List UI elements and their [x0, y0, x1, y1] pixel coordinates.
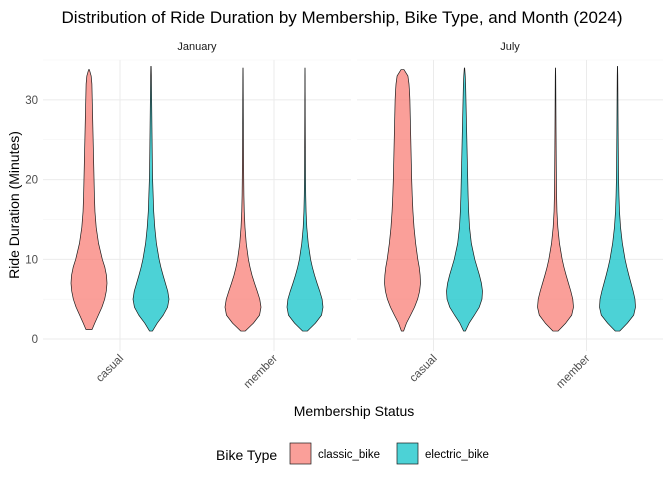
violin-july-casual-electric_bike	[446, 67, 483, 332]
legend-label-electric_bike: electric_bike	[425, 449, 489, 461]
y-tick-label: 30	[25, 95, 38, 107]
violin-january-member-classic_bike	[224, 67, 262, 332]
y-axis-title: Ride Duration (Minutes)	[6, 131, 22, 279]
facet-panel-july: July casual member	[357, 41, 663, 391]
legend-title: Bike Type	[216, 447, 277, 463]
violin-july-member-classic_bike	[537, 67, 574, 332]
facet-label-january: January	[177, 41, 217, 53]
legend-label-classic_bike: classic_bike	[318, 449, 380, 461]
violin-january-member-electric_bike	[286, 67, 324, 332]
y-tick-label: 0	[32, 334, 38, 346]
y-axis: 0 10 20 30	[25, 95, 38, 346]
legend-swatch-electric_bike	[396, 442, 419, 465]
violin-july-member-electric_bike	[599, 66, 636, 332]
chart-panels: January casual member July casual member 0 10 20…	[25, 41, 663, 391]
facet-label-july: July	[500, 41, 520, 53]
chart-legend: Bike Type classic_bike electric_bike	[216, 442, 489, 465]
facet-panel-january: January casual member	[43, 41, 351, 391]
violin-january-casual-classic_bike	[70, 69, 108, 330]
x-tick-label: member	[242, 353, 280, 391]
y-tick-label: 20	[25, 175, 38, 187]
x-tick-label: member	[554, 353, 592, 391]
violin-july-casual-classic_bike	[384, 69, 421, 332]
legend-swatch-classic_bike	[289, 442, 312, 465]
x-tick-label: casual	[408, 353, 440, 385]
y-tick-label: 10	[25, 254, 38, 266]
x-tick-label: casual	[94, 353, 126, 385]
violin-january-casual-electric_bike	[132, 66, 170, 332]
x-axis-title: Membership Status	[294, 403, 415, 419]
chart-title: Distribution of Ride Duration by Members…	[62, 8, 623, 27]
